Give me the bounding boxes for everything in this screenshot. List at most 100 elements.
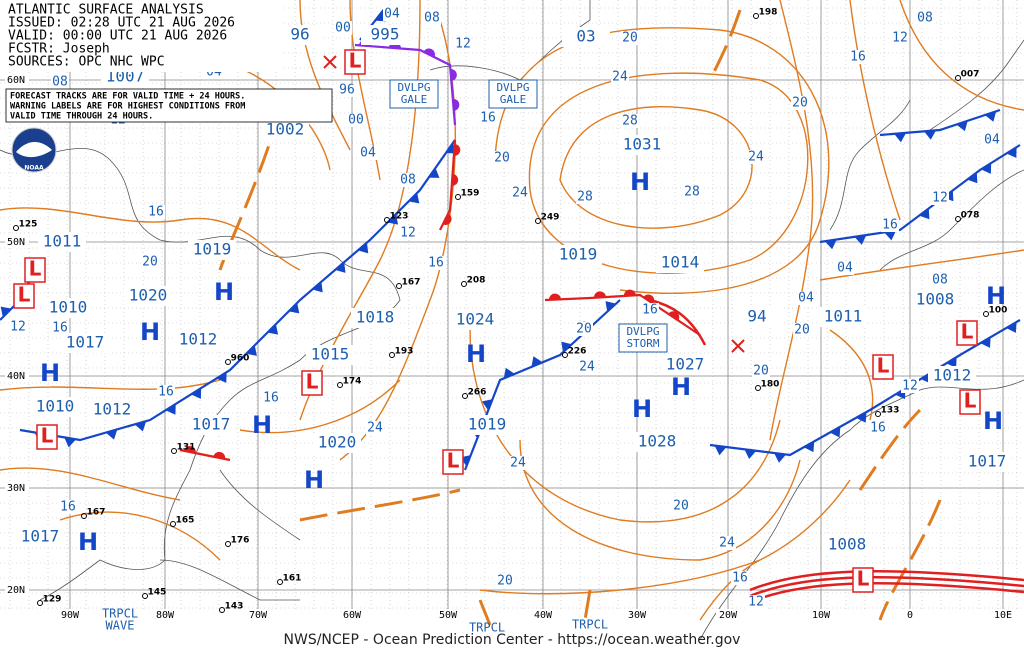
low-box: [24, 257, 46, 283]
pressure-label: 1018: [356, 308, 395, 327]
isobar-label-bg: [366, 421, 384, 435]
pressure-label-bg: [911, 290, 959, 310]
pressure-label-bg: [276, 25, 324, 45]
pressure-label: 1019: [468, 415, 507, 434]
cold-barb: [428, 167, 440, 178]
isobar-label: 20: [794, 323, 810, 338]
cold-barb: [267, 324, 279, 335]
warm-barb: [548, 293, 561, 300]
isobar-label: 04: [360, 146, 376, 161]
pressure-label: 1017: [21, 527, 60, 546]
isobar-label-bg: [672, 499, 690, 513]
cold-barb: [165, 403, 176, 415]
lon-label: 10E: [994, 610, 1012, 621]
cold-barb: [246, 345, 257, 356]
lon-label-bg: [153, 609, 177, 621]
isobar-label: 04: [384, 7, 400, 22]
note-line: WARNING LABELS ARE FOR HIGHEST CONDITION…: [10, 102, 245, 112]
warm-barb: [453, 143, 461, 156]
cold-barb: [829, 426, 841, 438]
high-center: H: [983, 407, 1003, 435]
station-value: 198: [759, 8, 778, 18]
pressure-label: 1011: [824, 307, 863, 326]
station: [277, 579, 283, 585]
isobar-label: 04: [984, 133, 1000, 148]
isobar-label-bg: [423, 11, 441, 25]
cold-barb: [561, 341, 572, 353]
cold-barb: [64, 437, 77, 448]
isobar-label-bg: [493, 151, 511, 165]
isobar-label: 28: [577, 190, 593, 205]
cold-front: [19, 139, 456, 442]
pressure-label-bg: [44, 298, 92, 318]
station-value: 078: [961, 211, 980, 221]
cold-front: [709, 319, 1021, 457]
warm-front: [544, 293, 701, 336]
isobar-label: 16: [480, 111, 496, 126]
isobar-label-bg: [797, 291, 815, 305]
isobar-label: 16: [148, 205, 164, 220]
station: [455, 194, 461, 200]
pressure-label-bg: [733, 307, 781, 327]
station-value: 165: [176, 516, 195, 526]
pressure-label: 995: [371, 25, 400, 44]
cold-barb: [1006, 322, 1017, 333]
cold-barb: [919, 208, 930, 220]
pressure-label-bg: [823, 535, 871, 555]
pressure-label-bg: [633, 432, 681, 452]
pressure-label-bg: [16, 527, 64, 547]
tropical-label: TRPCL: [102, 607, 138, 621]
pressure-label: 1031: [623, 135, 662, 154]
station-value: 180: [761, 380, 780, 390]
isobar-label: 20: [622, 31, 638, 46]
cold-barb: [312, 281, 323, 293]
pressure-label: 03: [576, 27, 595, 46]
pressure-label: 1010: [49, 298, 88, 317]
isobar-label: 24: [510, 456, 526, 471]
isobar-label-bg: [931, 273, 949, 287]
isobar-label: 04: [798, 291, 814, 306]
isobar-label-bg: [611, 70, 629, 84]
pressure-label: 1012: [179, 330, 218, 349]
warning-label: DVLPG: [626, 325, 659, 338]
high-center: H: [140, 318, 160, 346]
pressure-label-bg: [313, 433, 361, 453]
isobar-label: 12: [748, 595, 764, 610]
station: [462, 393, 468, 399]
isobar-label-bg: [931, 191, 949, 205]
isobar-label-bg: [621, 114, 639, 128]
pressure-label-bg: [187, 415, 235, 435]
low-box: [852, 567, 874, 593]
isobar-label: 16: [52, 321, 68, 336]
cold-barb: [288, 302, 300, 314]
header-line: ATLANTIC SURFACE ANALYSIS: [8, 3, 204, 18]
cold-barb: [774, 453, 787, 463]
isobar-label: 12: [10, 320, 26, 335]
isobar-label-bg: [334, 21, 352, 35]
pressure-label-bg: [61, 333, 109, 353]
warm-barb: [593, 291, 606, 298]
header-box: [0, 0, 282, 72]
cold-barb: [1006, 147, 1017, 158]
station-value: 145: [148, 588, 167, 598]
warm-barb: [183, 445, 196, 454]
isobar-label: 12: [932, 191, 948, 206]
pressure-label: 1028: [638, 432, 677, 451]
isobar-label-bg: [51, 75, 69, 89]
station-value: 167: [87, 508, 106, 518]
isobar-label-bg: [157, 385, 175, 399]
cold-barb: [946, 357, 957, 368]
cold-barb: [134, 421, 147, 432]
isobar-label: 20: [494, 151, 510, 166]
isobar-label: 00: [335, 21, 351, 36]
isobar-label: 04: [837, 261, 853, 276]
cold-barb: [894, 132, 907, 143]
station-value: 176: [231, 536, 250, 546]
pressure-label-bg: [188, 240, 236, 260]
pressure-label: 1012: [933, 366, 972, 385]
pressure-label: 96: [290, 25, 309, 44]
lat-label: 40N: [7, 371, 25, 382]
station-value: 123: [390, 212, 409, 222]
pressure-label-bg: [661, 355, 709, 375]
warm-barb: [643, 294, 655, 304]
